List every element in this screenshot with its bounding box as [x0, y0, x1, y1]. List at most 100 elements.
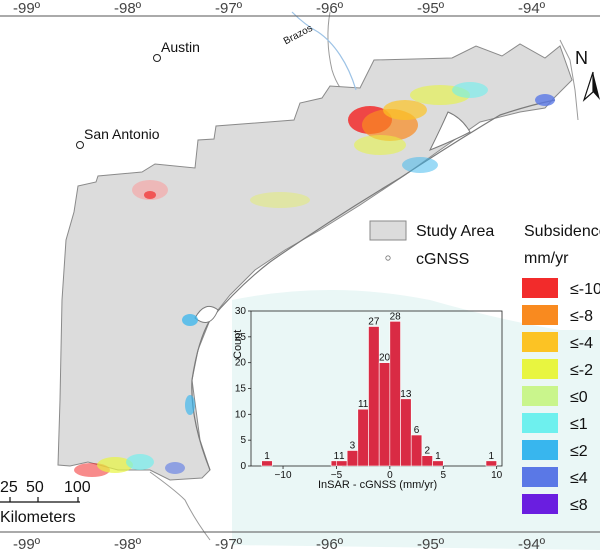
gulf-water: [232, 290, 600, 550]
scale-unit: Kilometers: [0, 509, 76, 526]
legend-swatch: [522, 332, 558, 352]
bar-value-label: 2: [424, 446, 430, 457]
legend-class-label: ≤8: [570, 497, 588, 514]
bar-value-label: 1: [264, 451, 270, 462]
legend-class-label: ≤-10: [570, 281, 600, 298]
river-line: [291, 11, 357, 91]
bar-value-label: 28: [390, 311, 402, 322]
histogram-bar: [368, 326, 380, 467]
city-austin: Austin: [153, 39, 200, 62]
tick-label: -97º: [215, 0, 243, 17]
bar-value-label: 27: [368, 317, 380, 328]
study-area-swatch: [369, 220, 407, 241]
legend-class-label: ≤-4: [570, 335, 593, 352]
tick-label: -98º: [114, 0, 142, 17]
legend-swatch: [522, 494, 558, 514]
x-tick-label: 5: [440, 470, 446, 481]
north-arrow-icon: N: [575, 48, 600, 102]
tick-label: -97º: [215, 536, 243, 550]
tick-label: -95º: [417, 0, 445, 17]
x-tick-label: −5: [331, 470, 343, 481]
bar-value-label: 13: [400, 389, 412, 400]
scale-label: 100: [64, 479, 91, 496]
histogram-bar: [378, 362, 391, 467]
bottom-axis: -99º -98º -97º -96º -95º -94º: [0, 531, 600, 550]
city-san-antonio: San Antonio: [76, 126, 160, 149]
y-tick-label: 10: [235, 409, 247, 420]
histogram-bar: [389, 321, 401, 467]
histogram-xlabel: InSAR - cGNSS (mm/yr): [318, 479, 437, 491]
bar-value-label: 1: [435, 451, 441, 462]
scale-label: 50: [26, 479, 44, 496]
histogram-bar: [410, 434, 423, 467]
legend-swatch: [522, 278, 558, 298]
border-line: [149, 471, 211, 541]
histogram-ylabel: Count: [232, 330, 244, 359]
bar-value-label: 11: [358, 399, 369, 410]
legend-class-label: ≤0: [570, 389, 588, 406]
y-tick-label: 5: [240, 435, 246, 446]
x-tick-label: −10: [275, 470, 292, 481]
y-tick-label: 15: [235, 384, 247, 395]
tick-label: -99º: [13, 0, 41, 17]
histogram-bar: [357, 408, 369, 467]
bar-value-label: 1: [489, 451, 495, 462]
tick-label: -96º: [316, 0, 344, 17]
y-tick-label: 25: [235, 332, 247, 343]
cgnss-marker-icon: [385, 255, 391, 261]
tick-label: -96º: [316, 536, 344, 550]
legend-class-label: ≤2: [570, 443, 588, 460]
histogram-bar: [421, 455, 433, 467]
y-tick-label: 30: [235, 306, 247, 317]
tick-label: -99º: [13, 536, 41, 550]
histogram-bar: [346, 450, 359, 467]
bay-shape: [194, 305, 219, 323]
subsidence-points: [74, 82, 555, 477]
bay-shape: [428, 111, 471, 151]
bar-value-label: 1: [339, 451, 345, 462]
legend-swatch: [522, 359, 558, 379]
legend-study-area: Study Area: [416, 223, 494, 240]
legend-cgnss: cGNSS: [416, 251, 469, 268]
tick-label: -94º: [518, 536, 546, 550]
x-tick-label: 10: [491, 470, 503, 481]
legend-class-label: ≤-2: [570, 362, 593, 379]
histogram-bar: [261, 460, 273, 467]
legend-classes: ≤-10 ≤-8 ≤-4 ≤-2 ≤0 ≤1 ≤2 ≤4 ≤8: [522, 278, 600, 514]
y-tick-label: 0: [240, 461, 246, 472]
bar-value-label: 20: [379, 353, 391, 364]
legend-units: mm/yr: [524, 250, 569, 267]
legend-class-label: ≤4: [570, 470, 588, 487]
legend-swatch: [522, 305, 558, 325]
legend-class-label: ≤-8: [570, 308, 593, 325]
legend-title: Subsidence: [524, 223, 600, 240]
scale-label: 25: [0, 479, 18, 496]
bar-value-label: 3: [350, 441, 356, 452]
tick-label: -98º: [114, 536, 142, 550]
histogram-bar: [485, 460, 497, 467]
tick-label: -95º: [417, 536, 445, 550]
state-border-line: [559, 39, 579, 121]
north-label: N: [575, 48, 588, 68]
legend: Study Area cGNSS Subsidence mm/yr ≤-10≤-…: [369, 220, 600, 514]
legend-swatch: [522, 440, 558, 460]
bar-value-label: 1: [334, 451, 340, 462]
scale-bar: 25 50 100 Kilometers: [0, 479, 91, 526]
legend-swatch: [522, 386, 558, 406]
histogram-bar: [400, 398, 412, 467]
legend-swatch: [522, 413, 558, 433]
top-axis: -99º -98º -97º -96º -95º -94º: [0, 0, 600, 17]
x-tick-label: 0: [387, 470, 393, 481]
legend-swatch: [522, 467, 558, 487]
histogram-bar: [432, 460, 444, 467]
bar-value-label: 6: [414, 425, 420, 436]
tick-label: -94º: [518, 0, 546, 17]
coastline: [191, 99, 556, 471]
city-label: Austin: [161, 39, 200, 55]
y-tick-label: 20: [235, 358, 247, 369]
legend-class-label: ≤1: [570, 416, 588, 433]
city-label: San Antonio: [84, 126, 160, 142]
